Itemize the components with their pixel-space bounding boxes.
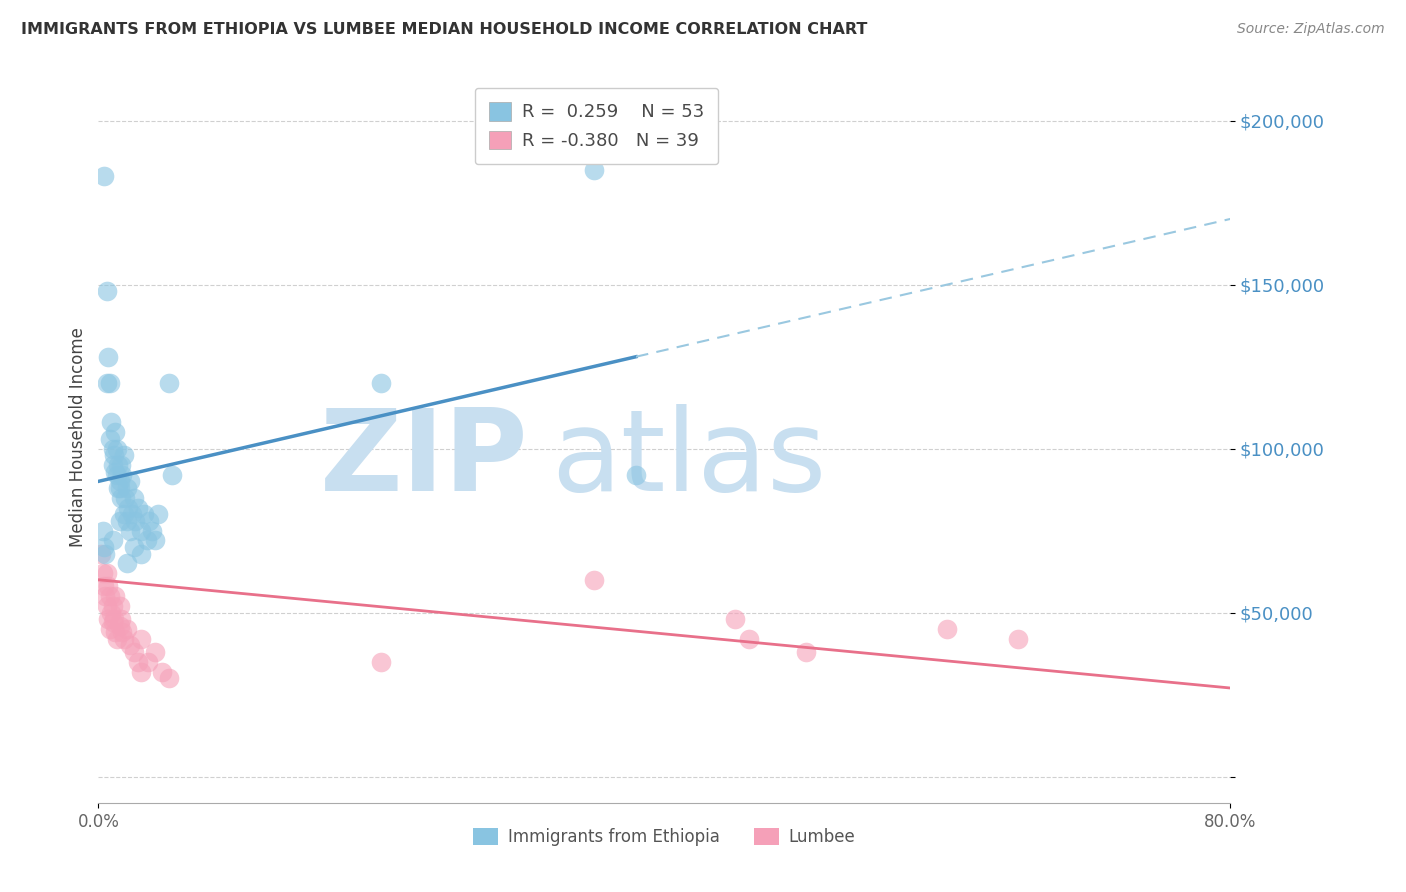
Point	[96, 284, 118, 298]
Point	[111, 467, 134, 482]
Point	[101, 442, 124, 456]
Text: Source: ZipAtlas.com: Source: ZipAtlas.com	[1237, 22, 1385, 37]
Point	[135, 533, 157, 548]
Point	[582, 573, 605, 587]
Point	[108, 514, 131, 528]
Point	[122, 491, 145, 505]
Point	[624, 467, 647, 482]
Point	[91, 566, 114, 581]
Point	[115, 622, 138, 636]
Point	[98, 622, 121, 636]
Point	[370, 376, 392, 390]
Point	[100, 606, 122, 620]
Point	[108, 475, 131, 489]
Point	[110, 458, 132, 472]
Point	[115, 481, 138, 495]
Text: atlas: atlas	[551, 403, 827, 515]
Point	[105, 632, 128, 646]
Point	[90, 547, 112, 561]
Point	[104, 465, 127, 479]
Point	[118, 524, 141, 538]
Y-axis label: Median Household Income: Median Household Income	[69, 327, 87, 547]
Point	[127, 500, 149, 515]
Point	[115, 557, 138, 571]
Point	[94, 547, 117, 561]
Point	[93, 169, 115, 184]
Point	[97, 579, 120, 593]
Point	[98, 376, 121, 390]
Point	[118, 638, 141, 652]
Point	[93, 540, 115, 554]
Point	[129, 524, 152, 538]
Point	[936, 622, 959, 636]
Point	[104, 425, 127, 439]
Point	[98, 432, 121, 446]
Point	[121, 507, 143, 521]
Point	[370, 655, 392, 669]
Point	[98, 589, 121, 603]
Point	[107, 481, 129, 495]
Point	[127, 655, 149, 669]
Text: IMMIGRANTS FROM ETHIOPIA VS LUMBEE MEDIAN HOUSEHOLD INCOME CORRELATION CHART: IMMIGRANTS FROM ETHIOPIA VS LUMBEE MEDIA…	[21, 22, 868, 37]
Point	[141, 524, 163, 538]
Point	[129, 665, 152, 679]
Point	[100, 415, 122, 429]
Point	[94, 589, 117, 603]
Text: ZIP: ZIP	[321, 403, 529, 515]
Point	[112, 507, 135, 521]
Point	[105, 467, 128, 482]
Point	[96, 376, 118, 390]
Point	[112, 632, 135, 646]
Point	[1007, 632, 1029, 646]
Point	[101, 615, 124, 630]
Point	[143, 533, 166, 548]
Point	[132, 507, 155, 521]
Point	[582, 162, 605, 177]
Point	[118, 475, 141, 489]
Point	[160, 467, 183, 482]
Point	[96, 599, 118, 613]
Point	[108, 481, 131, 495]
Point	[150, 665, 173, 679]
Point	[112, 448, 135, 462]
Point	[124, 514, 146, 528]
Point	[157, 376, 180, 390]
Point	[91, 524, 114, 538]
Point	[129, 547, 152, 561]
Point	[117, 500, 139, 515]
Point	[114, 491, 136, 505]
Point	[138, 514, 160, 528]
Point	[111, 625, 134, 640]
Point	[794, 645, 817, 659]
Point	[107, 458, 129, 472]
Point	[103, 448, 125, 462]
Point	[122, 645, 145, 659]
Point	[96, 566, 118, 581]
Point	[115, 514, 138, 528]
Point	[104, 589, 127, 603]
Point	[108, 599, 131, 613]
Point	[110, 491, 132, 505]
Point	[146, 507, 169, 521]
Point	[97, 612, 120, 626]
Point	[738, 632, 761, 646]
Point	[101, 458, 124, 472]
Point	[101, 599, 124, 613]
Point	[157, 671, 180, 685]
Point	[103, 612, 125, 626]
Point	[110, 612, 132, 626]
Point	[129, 632, 152, 646]
Point	[105, 442, 128, 456]
Legend: Immigrants from Ethiopia, Lumbee: Immigrants from Ethiopia, Lumbee	[467, 822, 862, 853]
Point	[104, 625, 127, 640]
Point	[136, 655, 159, 669]
Point	[97, 350, 120, 364]
Point	[143, 645, 166, 659]
Point	[101, 533, 124, 548]
Point	[724, 612, 747, 626]
Point	[93, 579, 115, 593]
Point	[122, 540, 145, 554]
Point	[108, 618, 131, 632]
